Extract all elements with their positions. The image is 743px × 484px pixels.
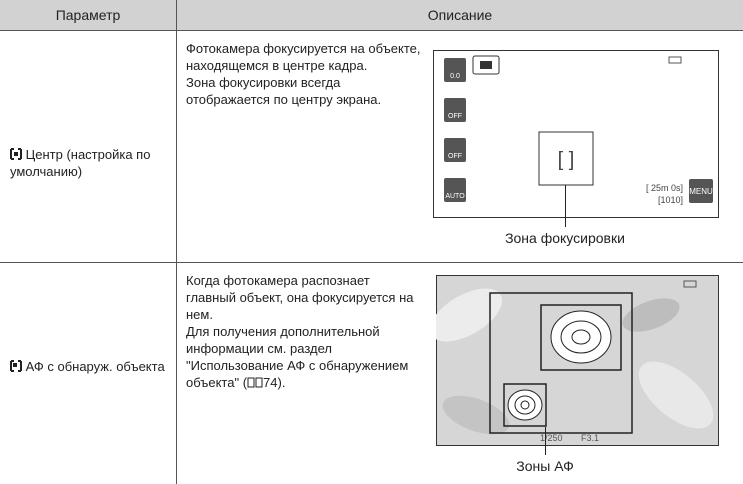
text: Для получения дополнительной информации … [186, 324, 409, 390]
row-divider [0, 262, 743, 263]
leader-line [565, 185, 566, 227]
subject-af-icon [10, 360, 22, 372]
leader-line [545, 427, 546, 455]
column-divider [176, 0, 177, 484]
menu-button: MENU [689, 187, 713, 196]
shots-remaining: [1010] [658, 195, 683, 205]
header-cell: Параметр [0, 0, 176, 30]
svg-text:[ ]: [ ] [558, 149, 575, 171]
icon-label: OFF [448, 153, 462, 160]
caption: Зоны АФ [516, 458, 574, 474]
caption: Зона фокусировки [505, 230, 625, 246]
camera-screen: 1/250 F3.1 [436, 275, 719, 446]
parameter: АФ с обнаруж. объекта [10, 358, 170, 375]
paragraph: Зона фокусировки всегда отображается по … [186, 75, 382, 107]
header-cell: Описание [177, 0, 743, 30]
paragraph: Фотокамера фокусируется на объекте, нахо… [186, 41, 421, 73]
icon-label: 0.0 [450, 73, 460, 80]
shutter-speed: 1/250 [540, 433, 563, 443]
row-divider [0, 30, 743, 31]
aperture: F3.1 [581, 433, 599, 443]
icon-label: AUTO [445, 193, 465, 200]
text: 74). [263, 375, 286, 390]
description: Фотокамера фокусируется на объекте, нахо… [186, 40, 422, 108]
book-icon [247, 377, 263, 388]
parameter: Центр (настройка по умолчанию) [10, 146, 170, 180]
paragraph: Для получения дополнительной информации … [186, 323, 422, 391]
description: Когда фотокамера распознает главный объе… [186, 272, 422, 391]
parameter-text: АФ с обнаруж. объекта [25, 359, 165, 374]
icon-label: OFF [448, 113, 462, 120]
parameter-text: Центр (настройка по умолчанию) [10, 147, 151, 179]
camera-screen: 0.0 OFF OFF AUTO MENU [ ] [ 25m 0s] [101… [433, 50, 719, 218]
time-remaining: [ 25m 0s] [646, 183, 683, 193]
paragraph: Когда фотокамера распознает главный объе… [186, 273, 414, 322]
center-icon [10, 148, 22, 160]
